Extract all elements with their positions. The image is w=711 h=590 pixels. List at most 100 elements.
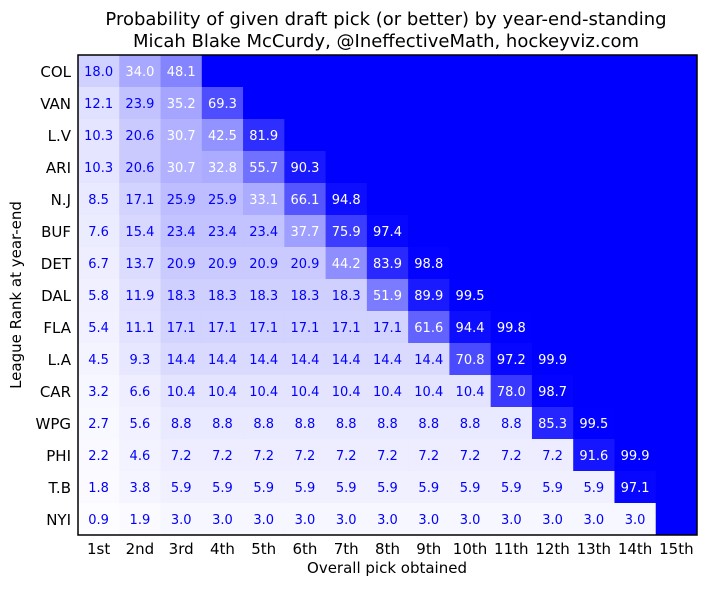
heatmap-cell <box>201 119 244 152</box>
heatmap-cell <box>490 375 533 408</box>
heatmap-cell <box>449 471 492 504</box>
cell-value-label: 7.2 <box>460 449 481 464</box>
heatmap-cell <box>408 119 450 152</box>
heatmap-cell <box>325 343 368 376</box>
heatmap-cell <box>243 119 285 152</box>
heatmap-cell <box>325 279 368 312</box>
cell-value-label: 17.1 <box>249 321 278 336</box>
heatmap-cell <box>573 119 615 152</box>
cell-value-label: 10.4 <box>373 385 402 400</box>
heatmap-cell <box>573 311 615 344</box>
heatmap-cell <box>160 439 203 472</box>
heatmap-cell <box>201 343 244 376</box>
heatmap-cell <box>573 439 615 472</box>
heatmap-cell <box>325 439 368 472</box>
cell-value-label: 8.8 <box>377 417 398 432</box>
heatmap-cell <box>119 471 162 504</box>
heatmap-cell <box>614 247 657 280</box>
heatmap-cell <box>614 375 657 408</box>
heatmap-cell <box>573 375 615 408</box>
heatmap-cell <box>119 183 162 216</box>
heatmap-cell <box>160 311 203 344</box>
heatmap-cell <box>490 151 533 184</box>
heatmap-cell <box>201 279 244 312</box>
cell-value-label: 0.9 <box>88 513 109 528</box>
heatmap-cell <box>78 471 120 504</box>
heatmap-cell <box>243 279 285 312</box>
y-tick-label: L.A <box>48 351 72 369</box>
x-tick-label: 12th <box>535 540 569 558</box>
cell-value-label: 7.2 <box>336 449 357 464</box>
heatmap-cell <box>160 119 203 152</box>
heatmap-cell <box>614 311 657 344</box>
x-tick-label: 10th <box>453 540 487 558</box>
heatmap-cell <box>573 87 615 120</box>
x-tick-label: 11th <box>494 540 528 558</box>
cell-value-label: 20.6 <box>125 161 154 176</box>
cell-value-label: 3.2 <box>88 385 109 400</box>
cell-value-label: 8.8 <box>253 417 274 432</box>
heatmap-cell <box>490 279 533 312</box>
x-tick-label: 1st <box>87 540 110 558</box>
cell-value-label: 17.1 <box>167 321 196 336</box>
x-tick-label: 8th <box>375 540 400 558</box>
cell-value-label: 7.2 <box>377 449 398 464</box>
heatmap-cell <box>243 183 285 216</box>
cell-value-label: 17.1 <box>290 321 319 336</box>
cell-value-label: 5.9 <box>212 481 233 496</box>
cell-value-label: 1.8 <box>88 481 109 496</box>
heatmap-cell <box>490 87 533 120</box>
heatmap-cell <box>325 119 368 152</box>
cell-value-label: 81.9 <box>249 129 278 144</box>
heatmap-cell <box>78 343 120 376</box>
heatmap-cell <box>655 119 698 152</box>
heatmap-cell <box>78 439 120 472</box>
heatmap-cell <box>408 407 450 440</box>
cell-value-label: 94.4 <box>456 321 485 336</box>
cell-value-label: 98.8 <box>414 257 443 272</box>
heatmap-cell <box>284 151 327 184</box>
heatmap-cell <box>243 343 285 376</box>
heatmap-cell <box>531 87 574 120</box>
x-tick-label: 13th <box>577 540 611 558</box>
heatmap-cell <box>490 311 533 344</box>
heatmap-cell <box>531 311 574 344</box>
cell-value-label: 6.7 <box>88 257 109 272</box>
cell-value-label: 5.8 <box>88 289 109 304</box>
cell-value-label: 3.0 <box>583 513 604 528</box>
cell-value-label: 17.1 <box>373 321 402 336</box>
heatmap-cell <box>78 503 120 536</box>
heatmap-cell <box>614 279 657 312</box>
cell-value-label: 14.4 <box>414 353 443 368</box>
heatmap-cell <box>119 311 162 344</box>
heatmap-cell <box>490 471 533 504</box>
heatmap-cell <box>119 55 162 88</box>
cell-value-label: 5.9 <box>583 481 604 496</box>
heatmap-cell <box>325 247 368 280</box>
cell-value-label: 10.4 <box>249 385 278 400</box>
heatmap-cell <box>119 375 162 408</box>
y-axis-label: League Rank at year-end <box>7 201 25 389</box>
cell-value-label: 97.4 <box>373 225 402 240</box>
cell-value-label: 23.9 <box>125 97 154 112</box>
heatmap-cell <box>160 151 203 184</box>
heatmap-cell <box>366 439 409 472</box>
heatmap-cell <box>655 87 698 120</box>
cell-value-label: 3.0 <box>418 513 439 528</box>
cell-value-label: 37.7 <box>290 225 319 240</box>
heatmap-cell <box>119 439 162 472</box>
x-tick-label: 15th <box>659 540 693 558</box>
heatmap-cell <box>408 279 450 312</box>
heatmap-cell <box>160 215 203 248</box>
cell-value-label: 25.9 <box>167 193 196 208</box>
cell-value-label: 20.6 <box>125 129 154 144</box>
heatmap-cell <box>655 471 698 504</box>
heatmap-cell <box>490 439 533 472</box>
cell-value-label: 7.2 <box>253 449 274 464</box>
cell-value-label: 17.1 <box>125 193 154 208</box>
heatmap-cell <box>408 343 450 376</box>
heatmap-cell <box>78 375 120 408</box>
heatmap-cell <box>325 503 368 536</box>
cell-value-label: 14.4 <box>208 353 237 368</box>
cell-value-label: 23.4 <box>167 225 196 240</box>
